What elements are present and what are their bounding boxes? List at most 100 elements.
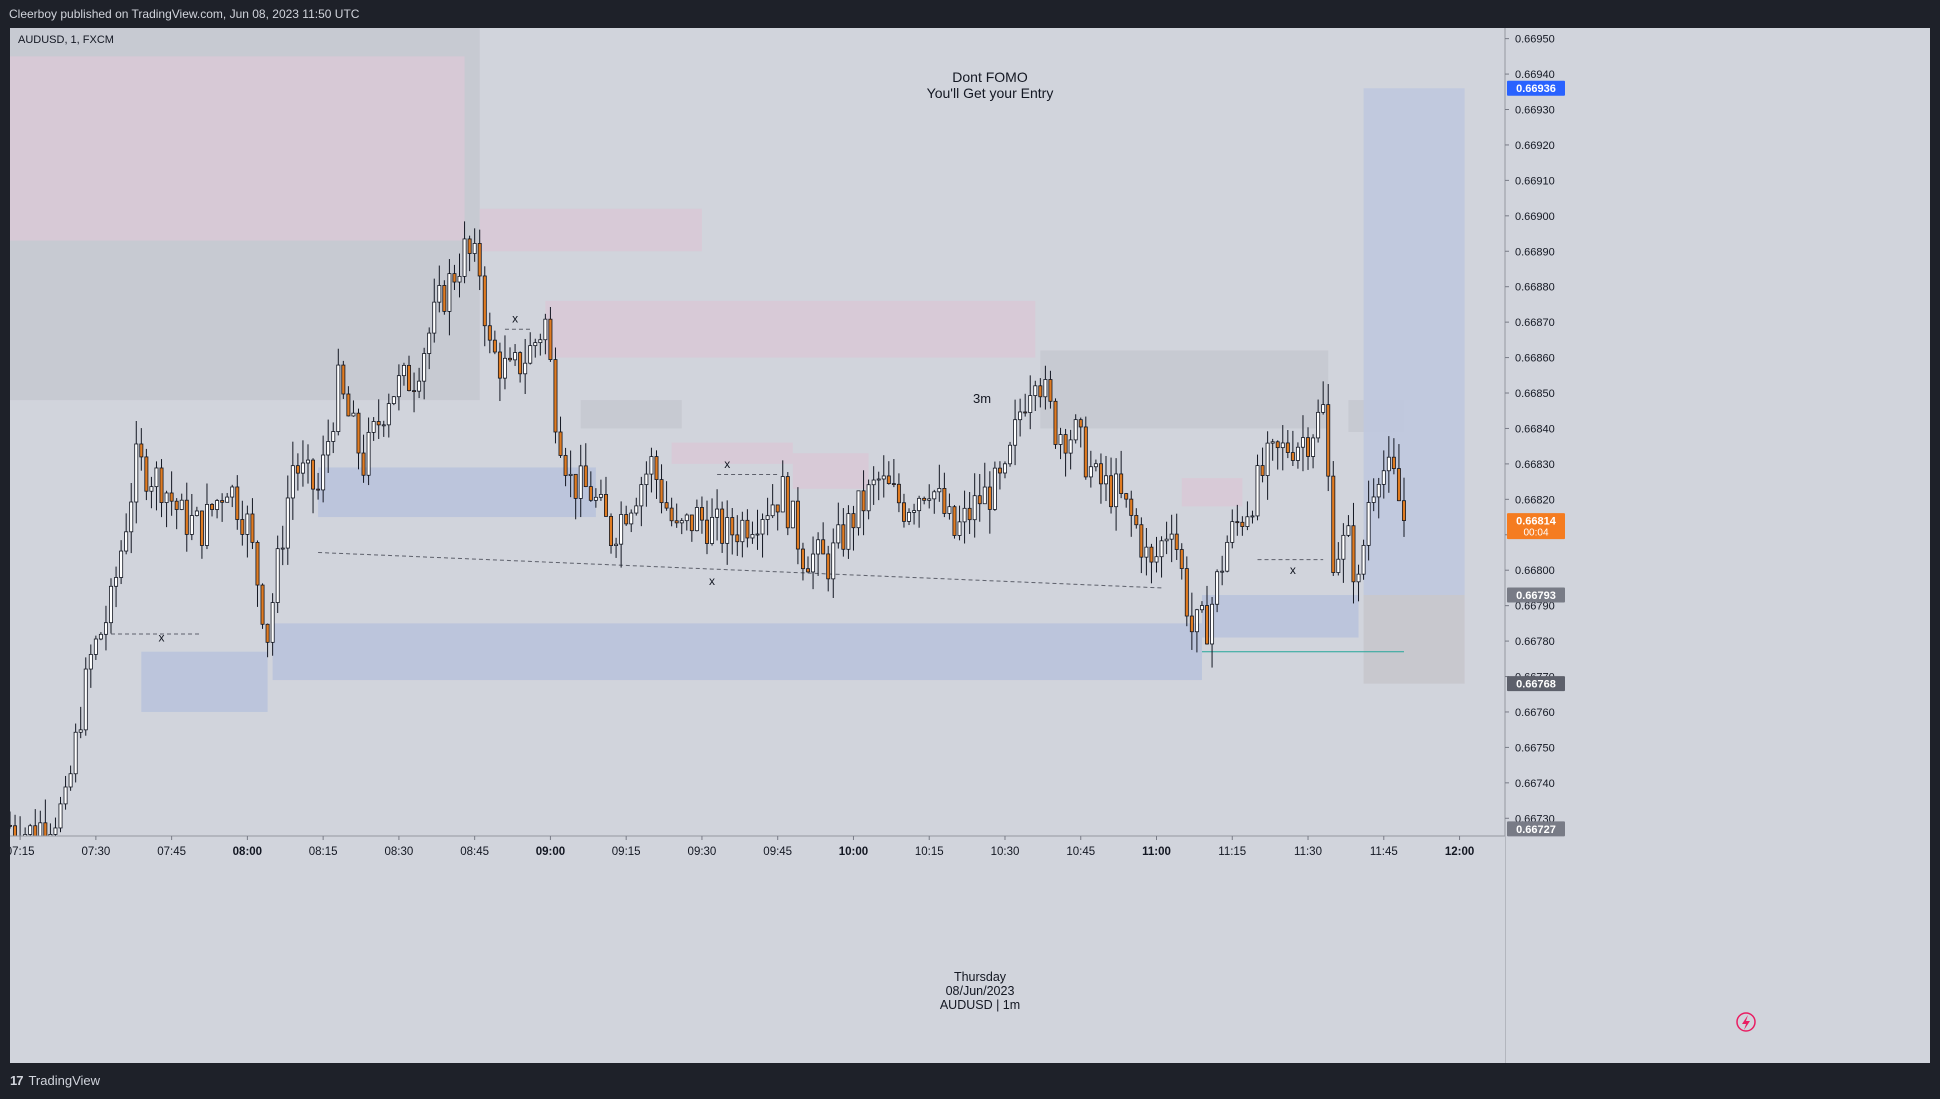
time-axis-panel: [10, 836, 1505, 1063]
time-tick-label: 08:00: [233, 846, 262, 858]
candle-bull: [917, 497, 922, 512]
candle-bull: [1346, 525, 1351, 536]
candle-bear: [1134, 515, 1139, 526]
candle-bear: [1174, 533, 1179, 550]
candle-bear: [705, 519, 709, 544]
price-tick-label: 0.66780: [1515, 636, 1555, 648]
candle-bear: [1285, 442, 1290, 453]
candle-bull: [1386, 456, 1391, 472]
candle-bull: [285, 497, 290, 549]
candle-bear: [826, 553, 831, 580]
candle-bull: [543, 318, 548, 341]
candle-bear: [902, 502, 906, 522]
candle-bull: [568, 473, 573, 476]
candle-bear: [144, 456, 149, 492]
candle-bull: [109, 585, 113, 624]
candle-bull: [447, 273, 452, 312]
price-badge-label: 0.66727: [1516, 824, 1556, 836]
price-badge-label: 0.66768: [1516, 679, 1556, 691]
candle-bull: [1159, 540, 1164, 558]
candle-bull: [129, 501, 134, 533]
candle-bull: [1058, 434, 1063, 445]
candle-bull: [336, 364, 341, 432]
candle-bull: [427, 332, 432, 354]
candle-bear: [492, 339, 497, 353]
candle-bull: [1295, 446, 1300, 461]
candle-bull: [866, 484, 871, 512]
candle-bear: [1063, 434, 1068, 454]
candle-bear: [583, 465, 588, 488]
candle-bull: [422, 353, 427, 382]
zone-label-3m: 3m: [973, 391, 991, 406]
symbol-label: AUDUSD, 1, FXCM: [18, 34, 114, 46]
candle-bear: [376, 421, 381, 426]
candle-bull: [614, 543, 619, 547]
time-tick-label: 08:30: [385, 846, 414, 858]
candle-bear: [477, 243, 482, 277]
candle-bull: [1033, 385, 1038, 397]
candle-bull: [103, 622, 108, 635]
candle-bull: [629, 512, 634, 525]
candle-bull: [53, 827, 58, 835]
candle-bull: [790, 500, 795, 529]
candle-bull: [28, 825, 33, 835]
candle-bull: [1104, 475, 1108, 485]
candle-bear: [851, 513, 856, 529]
time-tick-label: 07:15: [10, 846, 34, 858]
zone-label: 3m: [973, 391, 991, 406]
candle-bear: [250, 513, 255, 543]
bolt-icon[interactable]: [1736, 1012, 1756, 1032]
candle-bull: [578, 465, 583, 499]
price-tick-label: 0.66890: [1515, 246, 1555, 258]
zone-supply: [792, 453, 869, 489]
candle-bull: [83, 668, 88, 731]
price-tick-label: 0.66900: [1515, 211, 1555, 223]
candle-bull: [462, 238, 467, 277]
candle-bull: [401, 364, 406, 377]
candle-bear: [1235, 521, 1240, 524]
time-tick-label: 10:45: [1066, 846, 1095, 858]
candle-bull: [871, 479, 876, 486]
x-mark: x: [1290, 563, 1296, 577]
candle-bear: [1205, 605, 1209, 645]
candle-bull: [326, 441, 331, 456]
time-tick-label: 11:00: [1142, 846, 1171, 858]
candle-bear: [497, 351, 502, 379]
price-badge: [1507, 80, 1565, 96]
candle-bull: [538, 339, 543, 344]
candle-bear: [588, 486, 593, 501]
price-tick-label: 0.66860: [1515, 353, 1555, 365]
candle-bear: [508, 357, 512, 361]
candle-bear: [952, 506, 957, 536]
candle-bear: [139, 443, 144, 458]
time-tick-label: 09:30: [688, 846, 717, 858]
price-tick-label: 0.66850: [1515, 388, 1555, 400]
candle-bear: [10, 824, 12, 827]
candle-bull: [1371, 496, 1376, 503]
candle-bear: [1240, 521, 1245, 527]
candle-bull: [816, 539, 821, 555]
candle-bull: [457, 275, 462, 283]
candle-bear: [942, 488, 947, 514]
candle-bull: [114, 577, 119, 587]
candle-bull: [154, 467, 159, 488]
candle-bull: [1250, 515, 1255, 518]
candle-bull: [1361, 544, 1366, 575]
candle-bear: [210, 504, 214, 510]
candle-bull: [68, 773, 73, 788]
zone-demand: [272, 623, 1202, 681]
candle-bull: [649, 456, 654, 475]
candle-bear: [467, 238, 472, 254]
candle-bear: [896, 483, 901, 504]
candle-bull: [750, 534, 755, 539]
price-badge: [1507, 513, 1565, 540]
candle-bull: [1199, 605, 1204, 611]
brand[interactable]: 17 TradingView: [10, 1073, 100, 1088]
candle-bull: [846, 513, 851, 550]
candle-bull: [856, 490, 861, 529]
zone-supply: [1181, 478, 1243, 507]
price-chart[interactable]: x x x x x 0.66950 0.66940 0.66930 0.66920 0.6691…: [10, 28, 1930, 1063]
price-badge: [1507, 676, 1565, 692]
candle-bear: [311, 459, 316, 490]
candle-bull: [98, 633, 103, 640]
